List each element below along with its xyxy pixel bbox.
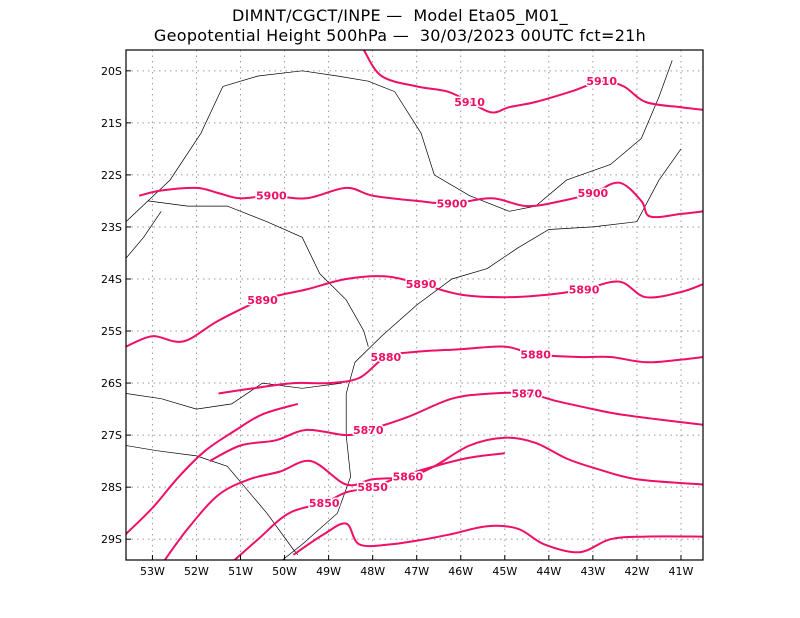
contour-5850 xyxy=(126,402,299,535)
contour-label: 5900 xyxy=(256,190,287,203)
contour-label: 5910 xyxy=(454,96,485,109)
contour-label: 5870 xyxy=(512,387,543,400)
contour-label: 5880 xyxy=(371,351,402,364)
contour-labels: 5910 5910 5900 5900 5900 5890 5890 5890 5880 5880… xyxy=(246,74,619,512)
border-line xyxy=(281,148,682,560)
lat-tick-label: 21S xyxy=(101,117,122,130)
lat-tick-label: 20S xyxy=(101,65,122,78)
border-line xyxy=(147,200,369,347)
border-line xyxy=(126,211,162,259)
lat-tick-label: 26S xyxy=(101,377,122,390)
state-borders xyxy=(126,60,682,560)
contour-5890 xyxy=(126,275,703,348)
contour-label: 5910 xyxy=(586,75,617,88)
border-line xyxy=(535,60,673,207)
border-line xyxy=(126,445,299,556)
lon-tick-label: 53W xyxy=(140,565,165,578)
axis-labels: 20S 21S 22S 23S 24S 25S 26S 27S 28S 29S 53W 52W 51W 5… xyxy=(101,65,694,578)
lon-tick-label: 52W xyxy=(184,565,209,578)
contour-label: 5900 xyxy=(578,187,609,200)
lon-tick-label: 43W xyxy=(580,565,605,578)
contour-label: 5870 xyxy=(353,424,384,437)
lon-tick-label: 45W xyxy=(492,565,517,578)
title-line-1: DIMNT/CGCT/INPE — Model Eta05_M01_ xyxy=(232,6,568,25)
lon-tick-label: 51W xyxy=(228,565,253,578)
lat-tick-label: 28S xyxy=(101,481,122,494)
contour-label: 5890 xyxy=(406,278,437,291)
lon-tick-label: 49W xyxy=(316,565,341,578)
contour-5860 xyxy=(163,436,703,560)
contour-5850 xyxy=(233,452,505,560)
lat-tick-label: 27S xyxy=(101,429,122,442)
plot-frame xyxy=(125,49,704,561)
lon-tick-label: 47W xyxy=(404,565,429,578)
contour-label: 5860 xyxy=(393,471,424,484)
border-line xyxy=(126,382,342,410)
lon-tick-label: 42W xyxy=(624,565,649,578)
contour-lines xyxy=(126,50,703,560)
lon-tick-label: 50W xyxy=(272,565,297,578)
lon-tick-label: 48W xyxy=(360,565,385,578)
contour-label: 5880 xyxy=(520,348,551,361)
lat-tick-label: 23S xyxy=(101,221,122,234)
contour-label: 5890 xyxy=(569,283,600,296)
contour-5880 xyxy=(218,345,703,395)
title-line-2: Geopotential Height 500hPa — 30/03/2023 … xyxy=(153,26,647,45)
contour-label: 5900 xyxy=(437,198,468,211)
lat-tick-label: 24S xyxy=(101,273,122,286)
contour-5910 xyxy=(362,50,703,114)
lat-tick-label: 25S xyxy=(101,325,122,338)
lat-tick-label: 29S xyxy=(101,533,122,546)
contour-5850 xyxy=(292,522,703,556)
lat-tick-label: 22S xyxy=(101,169,122,182)
contour-5870 xyxy=(209,391,703,462)
border-line xyxy=(222,70,536,212)
lon-tick-label: 46W xyxy=(448,565,473,578)
lon-tick-label: 41W xyxy=(669,565,694,578)
contour-label: 5850 xyxy=(309,497,340,510)
border-line xyxy=(126,86,224,222)
contour-label: 5850 xyxy=(357,481,388,494)
contour-5900 xyxy=(138,181,703,219)
lon-tick-label: 44W xyxy=(536,565,561,578)
contour-label: 5890 xyxy=(247,294,278,307)
